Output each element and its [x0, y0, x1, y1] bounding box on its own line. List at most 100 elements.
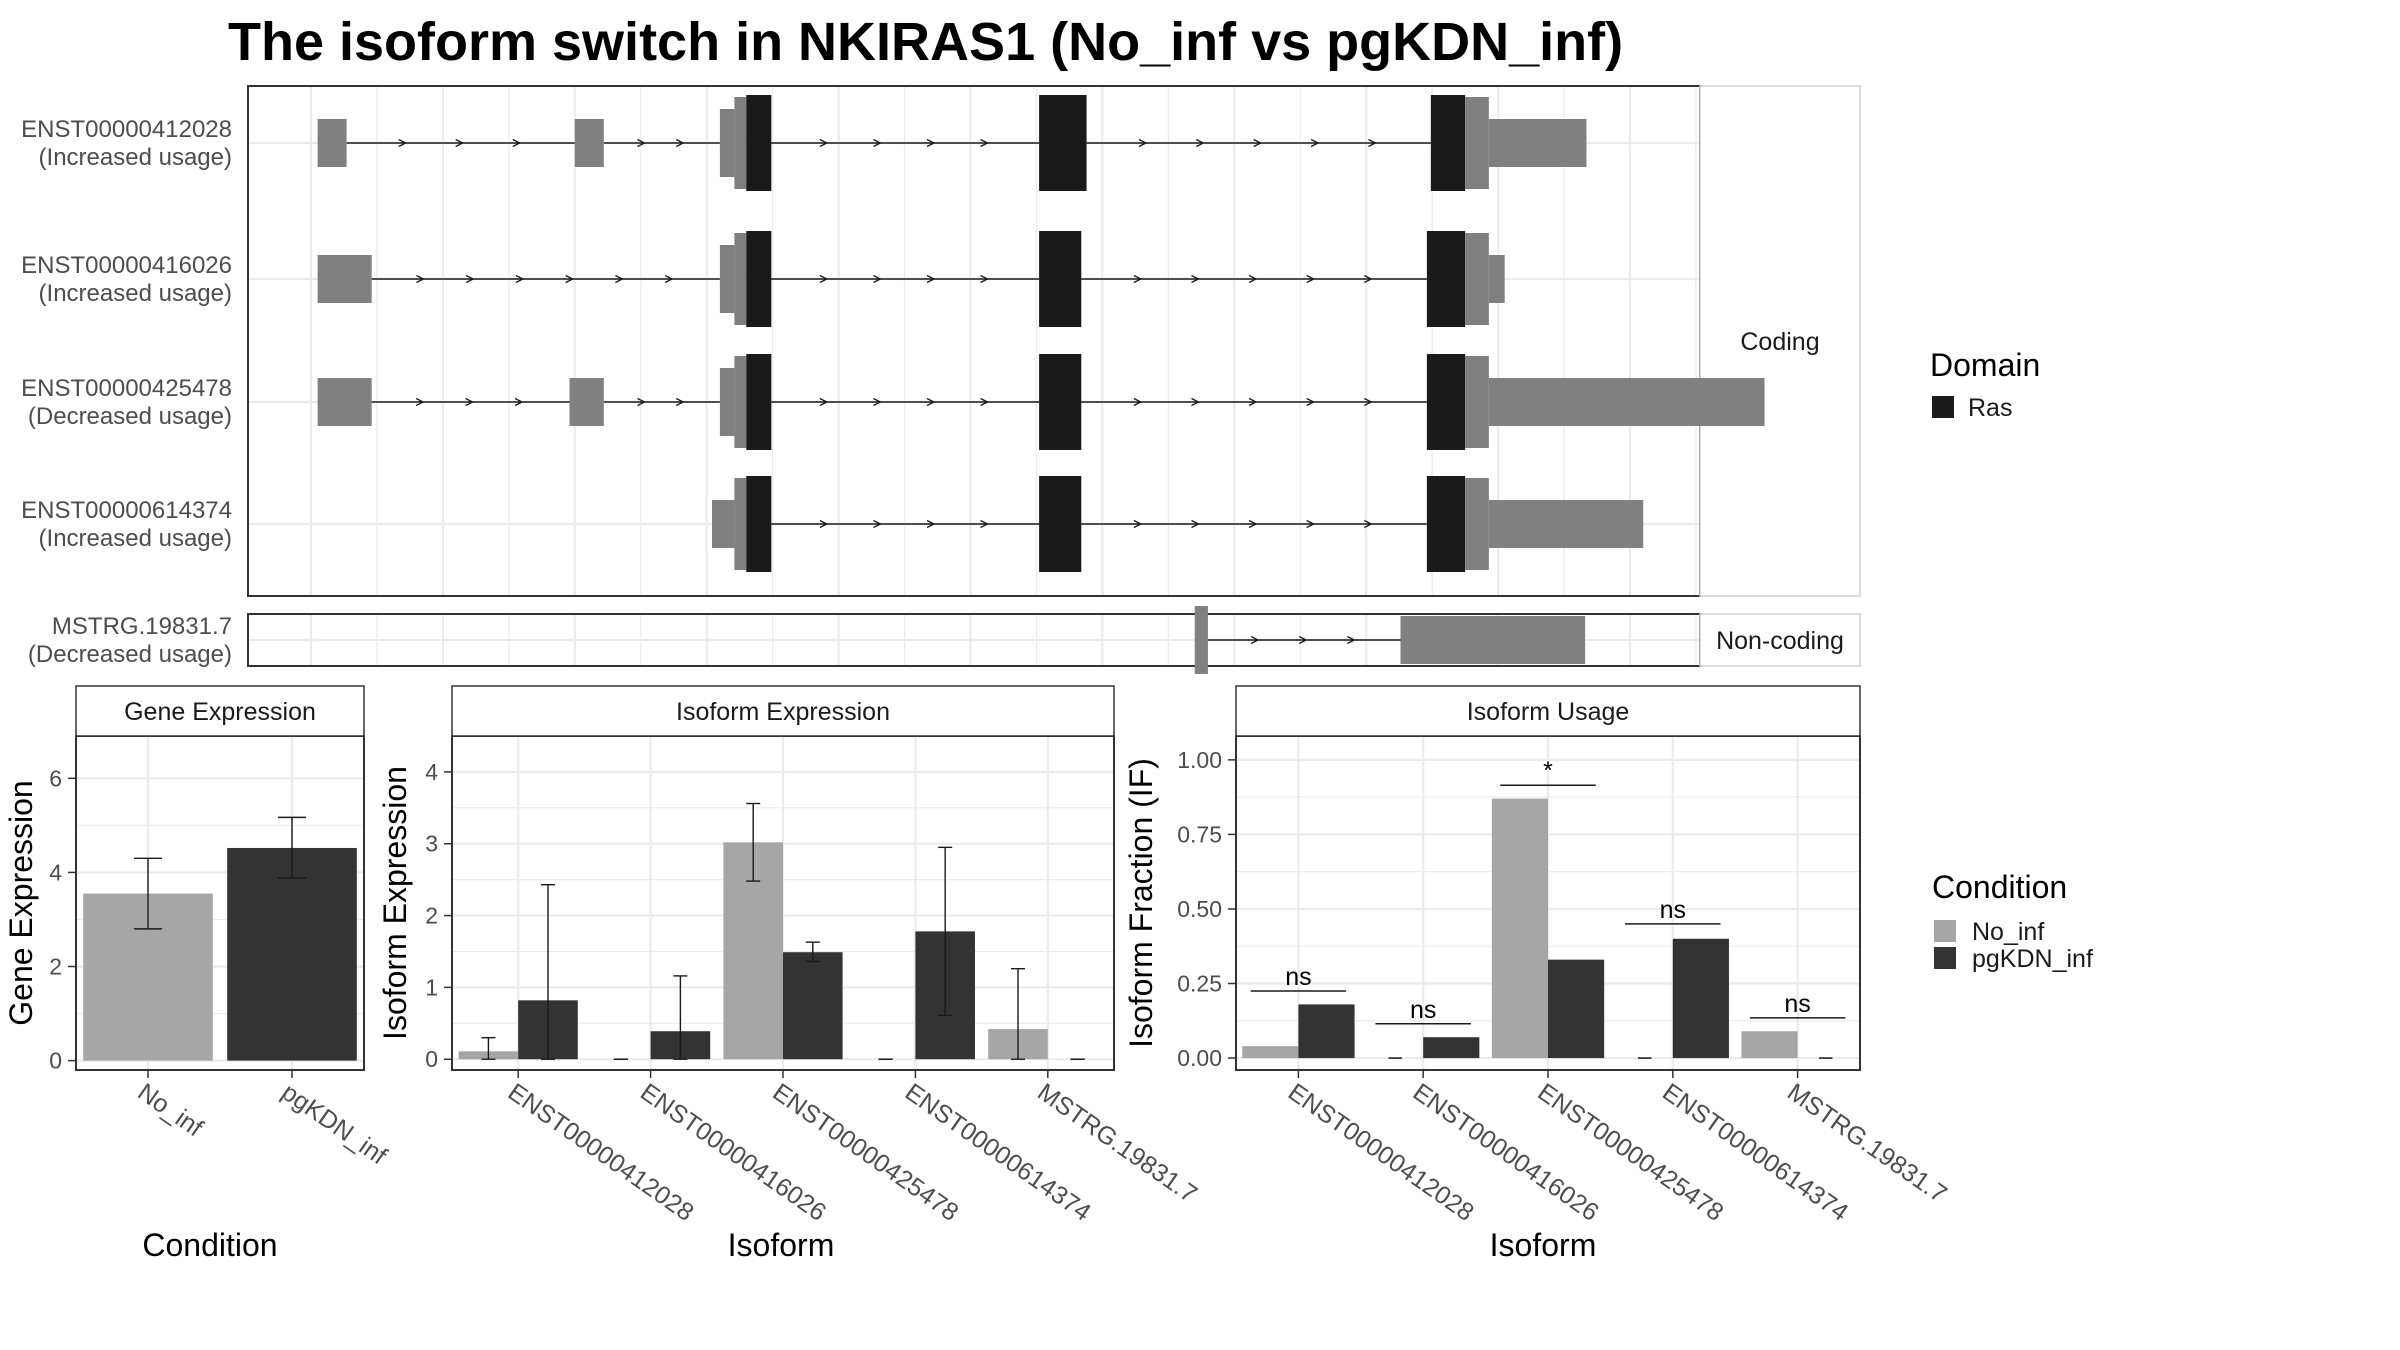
y-tick-label: 0.50 [1177, 896, 1222, 922]
intron-arrow [675, 397, 685, 407]
intron-arrow [873, 274, 882, 284]
transcript-usage-label: (Decreased usage) [28, 403, 232, 430]
intron-arrow [1306, 274, 1316, 284]
utr-exon [1488, 378, 1765, 426]
gene-expression-panel: Gene Expression 0 2 4 6 No_inf pgKDN_inf Condit… [3, 685, 392, 1263]
intron-arrow [1310, 138, 1320, 148]
y-tick-label: 0 [425, 1046, 438, 1072]
intron-arrow [515, 274, 525, 284]
panel-title: Isoform Usage [1467, 698, 1630, 726]
y-tick-label: 2 [425, 903, 438, 929]
significance-label: ns [1784, 990, 1810, 1018]
intron-arrow [416, 274, 425, 284]
significance-label: ns [1285, 963, 1311, 991]
isoform-expression-panel: Isoform Expression01234ENST00000412028EN… [377, 685, 1202, 1263]
intron-arrow [465, 274, 475, 284]
transcript-row: ENST00000614374(Increased usage) [21, 476, 1644, 572]
intron-arrow [675, 138, 685, 148]
intron-arrow [1248, 274, 1258, 284]
intron-arrow [455, 138, 465, 148]
domain-exon [1039, 476, 1082, 572]
facet-strip [1699, 85, 1861, 597]
significance-label: ns [1660, 896, 1686, 924]
intron-arrow [1306, 519, 1316, 529]
facet-strip-label: Non-coding [1716, 627, 1844, 655]
utr-exon [719, 109, 735, 177]
page-title: The isoform switch in NKIRAS1 (No_inf vs… [228, 12, 1624, 72]
condition-legend-key [1934, 920, 1956, 942]
utr-exon [1465, 233, 1489, 325]
domain-exon [1426, 476, 1466, 572]
bar-pgkdn_inf [1298, 1004, 1355, 1059]
utr-exon [1465, 356, 1489, 448]
intron-arrow [1133, 274, 1143, 284]
intron-arrow [873, 138, 882, 148]
transcript-id-label: MSTRG.19831.7 [52, 613, 232, 640]
bar-no_inf [1491, 798, 1548, 1059]
transcript-row: ENST00000425478(Decreased usage) [21, 354, 1765, 450]
transcript-facet-non-coding: Non-coding MSTRG.19831.7(Decreased usage) [28, 606, 1861, 674]
intron-arrow [1248, 397, 1258, 407]
utr-exon [1488, 255, 1505, 303]
intron-arrow [819, 138, 829, 148]
panel-title: Gene Expression [124, 698, 316, 726]
transcript-id-label: ENST00000412028 [21, 116, 232, 143]
domain-exon [1426, 231, 1466, 327]
intron-arrow [1347, 635, 1356, 645]
y-tick-label: 6 [49, 765, 62, 791]
condition-legend-key [1934, 947, 1956, 969]
condition-legend-label: pgKDN_inf [1972, 945, 2093, 973]
domain-legend-label: Ras [1968, 394, 2012, 422]
intron-arrow [512, 138, 522, 148]
intron-arrow [637, 397, 646, 407]
intron-arrow [980, 397, 989, 407]
domain-legend-title: Domain [1930, 347, 2040, 383]
y-tick-label: 0.75 [1177, 821, 1222, 847]
transcript-usage-label: (Decreased usage) [28, 641, 232, 668]
utr-exon [1194, 606, 1208, 674]
utr-exon [569, 378, 604, 426]
intron-arrow [1306, 397, 1316, 407]
transcript-usage-label: (Increased usage) [39, 280, 232, 307]
intron-arrow [465, 397, 475, 407]
utr-exon [1488, 500, 1644, 548]
intron-arrow [1253, 138, 1263, 148]
y-tick-label: 2 [49, 954, 62, 980]
intron-arrow [1196, 138, 1205, 148]
intron-arrow [664, 274, 674, 284]
intron-arrow [980, 274, 989, 284]
utr-exon [317, 378, 372, 426]
y-tick-label: 0.25 [1177, 971, 1222, 997]
intron-arrow [398, 138, 408, 148]
utr-exon [1465, 478, 1489, 570]
domain-exon [1430, 95, 1466, 191]
intron-arrow [514, 397, 524, 407]
utr-exon [734, 478, 747, 570]
intron-arrow [1191, 397, 1200, 407]
transcript-row: ENST00000412028(Increased usage) [21, 95, 1587, 191]
facet-strip-label: Coding [1740, 328, 1819, 356]
y-tick-label: 4 [49, 859, 62, 885]
y-axis-title: Isoform Fraction (IF) [1123, 758, 1159, 1048]
facet-strip [1699, 613, 1861, 667]
utr-exon [1488, 119, 1587, 167]
intron-arrow [1138, 138, 1148, 148]
facet-strip [1235, 685, 1861, 737]
intron-arrow [1191, 519, 1200, 529]
bar-pgkdn_inf [1423, 1037, 1480, 1059]
intron-arrow [926, 274, 936, 284]
x-tick-label: No_inf [133, 1078, 208, 1142]
domain-exon [746, 354, 772, 450]
bar-pgkdn_inf [783, 952, 843, 1060]
utr-exon [734, 233, 747, 325]
utr-exon [711, 500, 735, 548]
intron-arrow [926, 519, 936, 529]
condition-legend-label: No_inf [1972, 918, 2044, 946]
x-axis-title: Condition [142, 1227, 277, 1263]
intron-arrow [980, 138, 989, 148]
x-axis-title: Isoform [1490, 1227, 1597, 1263]
facet-strip [75, 685, 365, 737]
y-tick-label: 1.00 [1177, 747, 1222, 773]
condition-legend-title: Condition [1932, 869, 2067, 905]
